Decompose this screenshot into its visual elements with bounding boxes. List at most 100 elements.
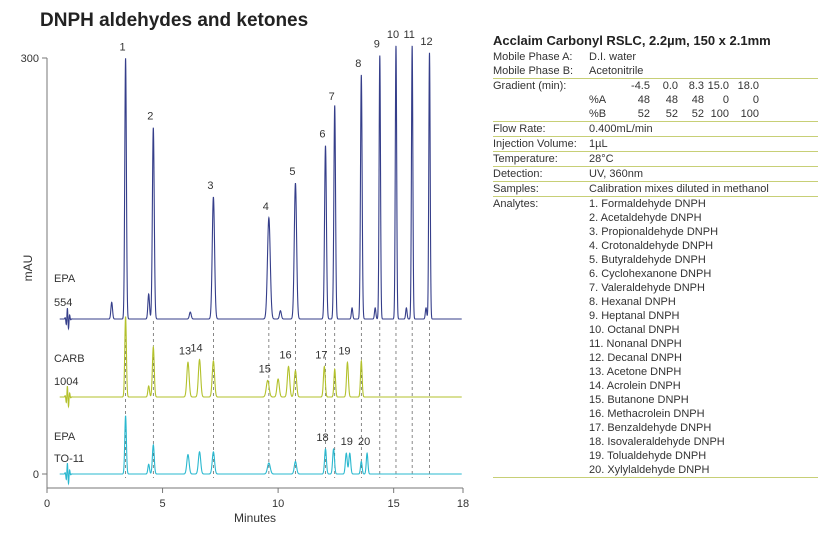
gradient-pct-a: %A 48 48 48 0 0 — [589, 93, 818, 107]
info-label: Mobile Phase B: — [493, 65, 574, 77]
info-row-mobile-phase-a: Mobile Phase A: D.I. water — [493, 50, 818, 64]
peak-label: 3 — [207, 180, 213, 192]
info-label: Analytes: — [493, 198, 539, 210]
gradient-time: 0.0 — [662, 80, 678, 92]
pct-b-value: 52 — [665, 108, 678, 120]
method-info-panel: Acclaim Carbonyl RSLC, 2.2µm, 150 x 2.1m… — [493, 33, 818, 478]
analyte-item: 3. Propionaldehyde DNPH — [589, 226, 719, 238]
analyte-item: 15. Butanone DNPH — [589, 394, 689, 406]
info-value: D.I. water — [589, 51, 637, 63]
pct-a-value: 0 — [722, 94, 729, 106]
info-row-flow-rate: Flow Rate: 0.400mL/min — [493, 122, 818, 137]
pct-b-label: %B — [589, 108, 607, 120]
info-row-gradient: Gradient (min): -4.5 0.0 8.3 15.0 18.0 %A 48 4… — [493, 79, 818, 122]
series-labels: EPA 554 CARB 1004 EPA TO-11 — [54, 273, 85, 465]
pct-b-value: 100 — [710, 108, 729, 120]
peak-label: 16 — [279, 349, 291, 361]
pct-a-value: 48 — [637, 94, 650, 106]
series-label: 1004 — [54, 376, 78, 388]
info-label: Temperature: — [493, 153, 558, 165]
info-row-detection: Detection: UV, 360nm — [493, 167, 818, 182]
peak-label: 11 — [403, 29, 414, 41]
info-value: 28°C — [589, 153, 614, 165]
analyte-item: 9. Heptanal DNPH — [589, 310, 680, 322]
y-axis-label: mAU — [21, 255, 35, 282]
analyte-item: 1. Formaldehyde DNPH — [589, 198, 706, 210]
pct-a-value: 48 — [665, 94, 678, 106]
chart-title: DNPH aldehydes and ketones — [40, 10, 309, 31]
info-row-analytes: Analytes: 1. Formaldehyde DNPH 2. Acetald… — [493, 197, 818, 478]
chromatogram-traces — [59, 45, 462, 486]
pct-a-value: 48 — [691, 94, 704, 106]
analyte-item: 5. Butyraldehyde DNPH — [589, 254, 706, 266]
gradient-time: 8.3 — [688, 80, 704, 92]
peak-label: 8 — [355, 58, 361, 70]
peak-label: 6 — [319, 129, 325, 141]
peak-label: 4 — [263, 201, 269, 213]
trace-epa-554 — [59, 45, 462, 331]
peak-label: 1 — [120, 41, 126, 53]
peak-label: 15 — [259, 363, 271, 375]
analyte-item: 8. Hexanal DNPH — [589, 296, 676, 308]
info-value: Acetonitrile — [589, 65, 644, 77]
trace-epa-to-11 — [59, 415, 462, 486]
peak-label: 10 — [387, 29, 399, 41]
peak-label: 5 — [289, 166, 295, 178]
info-value: Calibration mixes diluted in methanol — [589, 183, 769, 195]
peak-label: 19 — [338, 345, 350, 357]
x-tick-label: 15 — [388, 498, 400, 510]
info-row-mobile-phase-b: Mobile Phase B: Acetonitrile — [493, 64, 818, 79]
analyte-item: 14. Acrolein DNPH — [589, 380, 681, 392]
peak-label: 14 — [190, 343, 202, 355]
series-label: EPA — [54, 273, 76, 285]
info-row-samples: Samples: Calibration mixes diluted in me… — [493, 182, 818, 197]
pct-b-value: 100 — [740, 108, 759, 120]
x-ticks: 0 5 10 15 18 — [44, 488, 469, 510]
info-row-temperature: Temperature: 28°C — [493, 152, 818, 167]
analyte-item: 13. Acetone DNPH — [589, 366, 682, 378]
peak-label: 2 — [147, 111, 153, 123]
info-value: 1µL — [589, 138, 608, 150]
analyte-item: 7. Valeraldehyde DNPH — [589, 282, 705, 294]
peak-label: 7 — [329, 91, 335, 103]
y-ticks: 0 300 — [21, 53, 47, 481]
x-axis-label: Minutes — [234, 511, 276, 525]
analyte-item: 12. Decanal DNPH — [589, 352, 682, 364]
series-label: CARB — [54, 353, 85, 365]
info-label: Detection: — [493, 168, 543, 180]
peak-label: 9 — [374, 39, 380, 51]
x-tick-label: 18 — [457, 498, 469, 510]
analyte-item: 16. Methacrolein DNPH — [589, 408, 705, 420]
axes — [46, 58, 463, 489]
pct-a-value: 0 — [752, 94, 759, 106]
series-label: EPA — [54, 431, 76, 443]
column-title: Acclaim Carbonyl RSLC, 2.2µm, 150 x 2.1m… — [493, 33, 771, 48]
info-value: UV, 360nm — [589, 168, 644, 180]
y-tick-label: 300 — [21, 53, 39, 65]
x-tick-label: 10 — [272, 498, 284, 510]
peak-label: 18 — [316, 432, 328, 444]
x-tick-label: 5 — [159, 498, 165, 510]
analyte-item: 2. Acetaldehyde DNPH — [589, 212, 702, 224]
analyte-item: 20. Xylylaldehyde DNPH — [589, 464, 710, 476]
info-label: Mobile Phase A: — [493, 51, 573, 63]
info-value: 0.400mL/min — [589, 123, 653, 135]
trace-carb-1004 — [59, 316, 462, 409]
peak-guide-lines — [125, 321, 430, 478]
info-label: Injection Volume: — [493, 138, 577, 150]
series-label: TO-11 — [54, 453, 84, 465]
info-label: Flow Rate: — [493, 123, 546, 135]
peak-label: 20 — [358, 436, 370, 448]
info-label: Samples: — [493, 183, 539, 195]
gradient-time: 18.0 — [737, 80, 759, 92]
peak-label: 12 — [420, 36, 432, 48]
info-label: Gradient (min): — [493, 80, 567, 92]
pct-b-value: 52 — [637, 108, 650, 120]
analyte-item: 19. Tolualdehyde DNPH — [589, 450, 707, 462]
analyte-item: 18. Isovaleraldehyde DNPH — [589, 436, 725, 448]
analyte-item: 6. Cyclohexanone DNPH — [589, 268, 712, 280]
analyte-item: 4. Crotonaldehyde DNPH — [589, 240, 714, 252]
info-row-injection-volume: Injection Volume: 1µL — [493, 137, 818, 152]
analyte-item: 17. Benzaldehyde DNPH — [589, 422, 712, 434]
peak-label: 17 — [315, 349, 327, 361]
